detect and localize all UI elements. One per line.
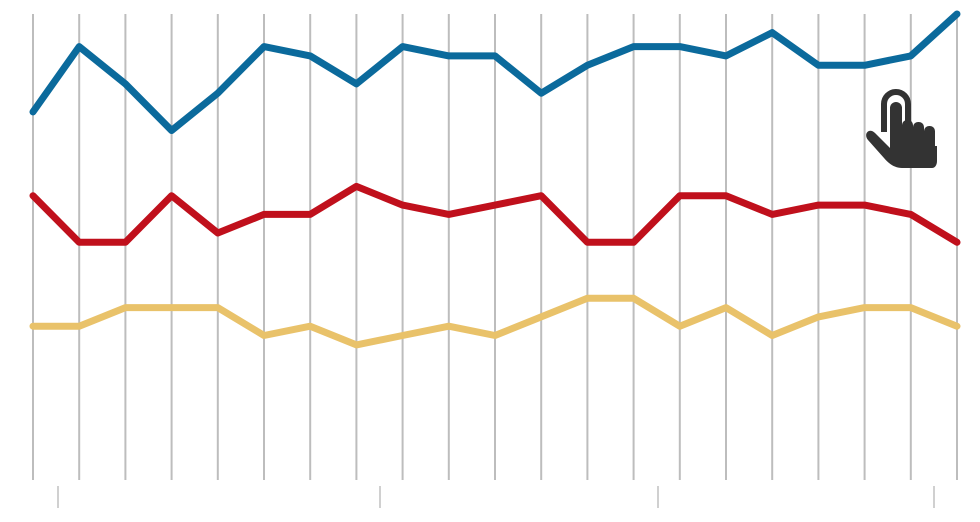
- bottom-ticks: [57, 486, 935, 508]
- series-group: [29, 10, 961, 349]
- hand-pointer-icon: [866, 89, 937, 168]
- series-line-2: [29, 182, 961, 246]
- series-line-3: [29, 294, 961, 349]
- gridlines: [32, 14, 958, 480]
- series-line-1: [29, 10, 961, 134]
